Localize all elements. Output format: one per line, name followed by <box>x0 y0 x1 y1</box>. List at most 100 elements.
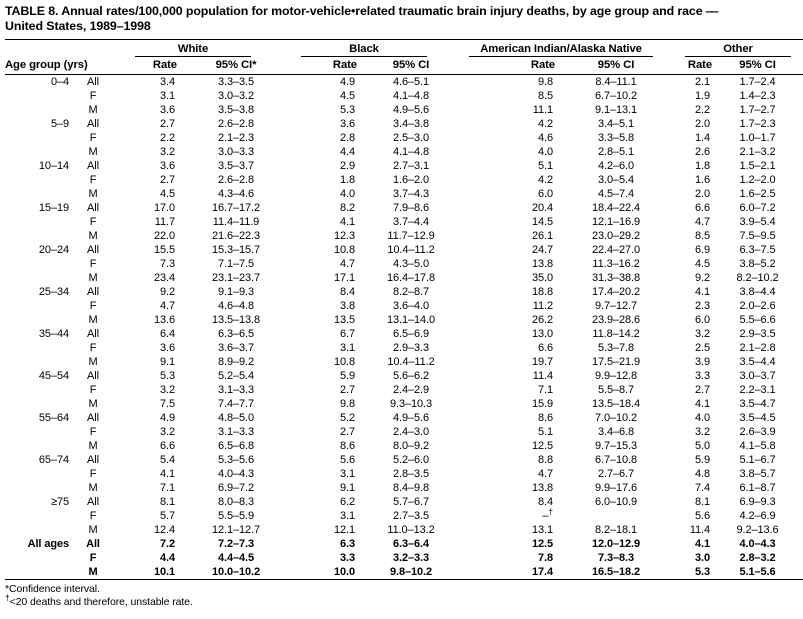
age-cell <box>5 425 75 439</box>
sex-cell: M <box>75 565 111 580</box>
table-row: 45–54 All 5.3 5.2–5.4 5.9 5.6–6.2 11.4 9.9–12.8… <box>5 369 803 383</box>
other-rate-cell: 5.3 <box>677 565 713 580</box>
table-row: 5–9 All 2.7 2.6–2.8 3.6 3.4–3.8 4.2 3.4–5.1 2.0 1… <box>5 117 803 131</box>
aian-ci-cell: 18.4–22.4 <box>591 202 641 214</box>
other-ci-cell: 1.2–2.0 <box>739 174 776 186</box>
aian-rate-cell: 17.4 <box>465 565 555 580</box>
white-rate-cell: 15.5 <box>153 244 175 256</box>
other-ci-cell: 6.9–9.3 <box>739 496 776 508</box>
white-ci-cell: 15.3–15.7 <box>211 244 261 256</box>
age-cell <box>5 467 75 481</box>
sex-cell: F <box>89 468 97 480</box>
aian-ci-cell: 7.3–8.3 <box>598 552 635 564</box>
black-ci-cell: 8.2–8.7 <box>392 286 429 298</box>
aian-rate-cell: 18.8 <box>531 286 553 298</box>
aian-ci-cell: 4.5–7.4 <box>598 188 635 200</box>
white-rate-cell: 11.7 <box>154 216 175 228</box>
black-ci-cell: 5.2–6.0 <box>392 454 429 466</box>
white-rate-cell: 3.6 <box>160 104 175 116</box>
aian-ci-cell: 17.4–20.2 <box>591 286 641 298</box>
age-cell <box>5 173 75 187</box>
aian-ci-cell <box>555 509 677 523</box>
age-cell <box>5 229 75 243</box>
sex-cell: All <box>87 370 99 382</box>
age-cell: 35–44 <box>38 328 69 340</box>
white-rate-cell: 2.2 <box>160 132 175 144</box>
black-ci-cell: 9.8–10.2 <box>357 565 465 580</box>
black-ci-cell: 2.7–3.1 <box>392 160 429 172</box>
black-ci-cell: 4.6–5.1 <box>392 76 429 88</box>
aian-ci-cell: 5.5–8.7 <box>598 384 635 396</box>
white-rate-cell: 23.4 <box>153 272 175 284</box>
race-group-white: White <box>111 39 295 57</box>
other-ci-cell: 5.5–6.6 <box>739 314 776 326</box>
white-ci-cell: 21.6–22.3 <box>211 230 261 242</box>
other-rate-cell: 2.6 <box>695 146 711 158</box>
sex-cell: M <box>88 104 98 116</box>
table-row: M 7.1 6.9–7.2 9.1 8.4–9.8 13.8 9.9–17.6 7.4 6.1–… <box>5 481 803 495</box>
white-ci-cell: 4.0–4.3 <box>217 468 254 480</box>
black-ci-cell: 2.5–3.0 <box>392 132 429 144</box>
other-rate-cell: 4.5 <box>695 258 711 270</box>
black-ci-cell: 11.0–13.2 <box>387 524 435 536</box>
white-ci-cell: 3.6–3.7 <box>217 342 254 354</box>
white-ci-cell: 3.3–3.5 <box>217 76 254 88</box>
white-rate-cell: 6.4 <box>160 328 175 340</box>
race-group-other-label: Other <box>685 43 792 57</box>
other-rate-cell: 3.9 <box>695 356 711 368</box>
sex-cell: M <box>88 524 98 536</box>
white-ci-cell: 3.1–3.3 <box>217 426 254 438</box>
sex-cell: F <box>89 384 97 396</box>
table-row: M 23.4 23.1–23.7 17.1 16.4–17.8 35.0 31.3–38.8… <box>5 271 803 285</box>
age-cell: 20–24 <box>38 244 69 256</box>
black-rate-cell: 2.7 <box>340 426 355 438</box>
age-cell <box>5 271 75 285</box>
other-rate-cell: 11.4 <box>689 524 711 536</box>
aian-rate-cell: 5.1 <box>538 160 553 172</box>
table-row: 20–24 All 15.5 15.3–15.7 10.8 10.4–11.2 24.7 22… <box>5 243 803 257</box>
other-ci-cell: 1.7–2.7 <box>739 104 776 116</box>
black-ci-cell: 8.0–9.2 <box>392 440 429 452</box>
other-rate-cell: 2.3 <box>695 300 711 312</box>
age-cell <box>5 299 75 313</box>
black-rate-cell: 2.7 <box>340 384 355 396</box>
aian-ci-cell: 23.0–29.2 <box>591 230 641 242</box>
table-row: F 4.1 4.0–4.3 3.1 2.8–3.5 4.7 2.7–6.7 4.8 3.8–5.… <box>5 467 803 481</box>
black-ci-cell: 2.4–2.9 <box>392 384 429 396</box>
age-cell: 45–54 <box>38 370 69 382</box>
aian-ci-cell: 11.3–16.2 <box>592 258 640 270</box>
other-rate-cell: 5.0 <box>695 440 711 452</box>
white-rate-cell: 5.3 <box>160 370 175 382</box>
black-rate-cell: 4.1 <box>340 216 355 228</box>
aian-ci-cell: 3.4–5.1 <box>598 118 635 130</box>
black-rate-cell: 10.8 <box>333 244 355 256</box>
aian-rate-cell: 5.1 <box>538 426 553 438</box>
white-ci-cell: 3.5–3.7 <box>217 160 254 172</box>
white-rate-cell: 3.2 <box>160 426 175 438</box>
race-group-spacer <box>5 39 111 57</box>
age-cell: 55–64 <box>38 412 69 424</box>
age-cell: 5–9 <box>50 118 69 130</box>
aian-rate-cell: 7.8 <box>538 552 553 564</box>
aian-ci-cell: 9.7–12.7 <box>594 300 638 312</box>
aian-rate-cell: 9.8 <box>538 76 553 88</box>
table-row: F 3.1 3.0–3.2 4.5 4.1–4.8 8.5 6.7–10.2 1.9 1.4–2… <box>5 89 803 103</box>
age-cell <box>5 313 75 327</box>
age-cell <box>5 103 75 117</box>
dagger-footnote-marker: † <box>5 592 10 602</box>
race-group-black: Black <box>295 39 465 57</box>
black-ci-cell: 4.1–4.8 <box>392 90 429 102</box>
white-ci-cell: 2.6–2.8 <box>217 118 254 130</box>
aian-ci-cell: 3.3–5.8 <box>598 132 635 144</box>
black-ci-cell: 8.4–9.8 <box>392 482 429 494</box>
age-cell <box>5 341 75 355</box>
black-ci-cell: 10.4–11.2 <box>387 356 435 368</box>
table-row: M 9.1 8.9–9.2 10.8 10.4–11.2 19.7 17.5–21.9 3.9… <box>5 355 803 369</box>
black-rate-cell: 8.6 <box>340 440 355 452</box>
aian-rate-cell: 7.1 <box>538 384 553 396</box>
sex-cell: F <box>89 216 97 228</box>
black-rate-cell: 4.7 <box>340 258 355 270</box>
white-rate-cell: 2.7 <box>160 174 175 186</box>
table-header: White Black American Indian/Alaska Nativ… <box>5 39 803 75</box>
white-rate-cell: 2.7 <box>160 118 175 130</box>
